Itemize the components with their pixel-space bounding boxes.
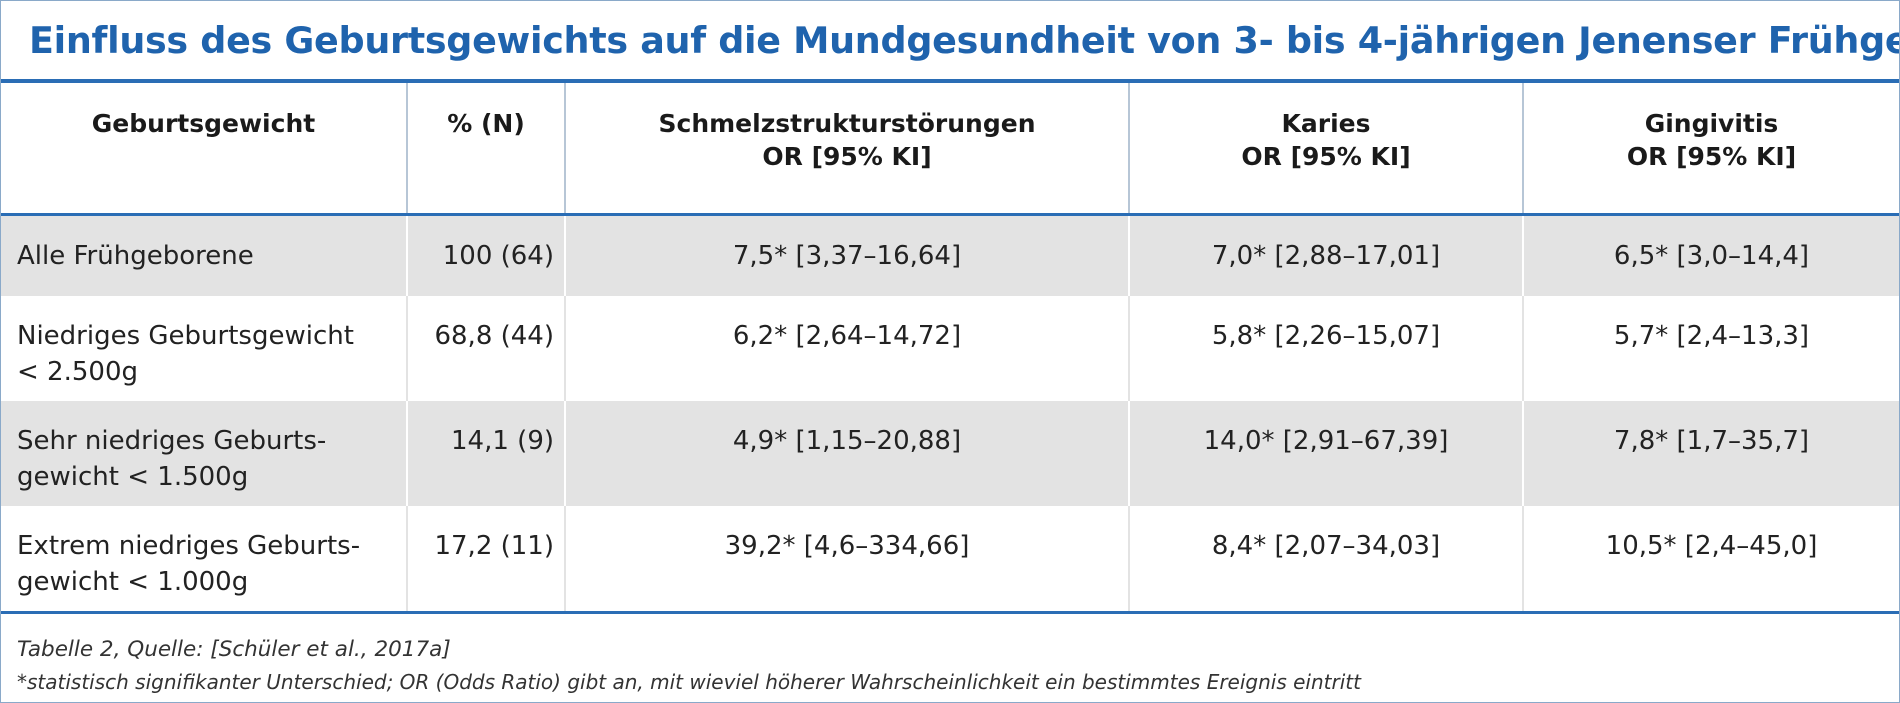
cell-percent-n: 100 (64) — [407, 214, 566, 296]
cell-karies: 5,8* [2,26–15,07] — [1129, 296, 1524, 401]
table-bottom-divider — [1, 611, 1899, 614]
column-header-sublabel: OR [95% KI] — [762, 142, 932, 171]
table-body: Alle Frühgeborene 100 (64) 7,5* [3,37–16… — [1, 214, 1899, 611]
cell-group-line1: Niedriges Geburtsgewicht — [17, 321, 354, 351]
cell-group: Extrem niedriges Geburts- gewicht < 1.00… — [1, 506, 408, 611]
column-header-sublabel: OR [95% KI] — [1626, 142, 1797, 171]
column-header-geburtsgewicht: Geburtsgewicht — [1, 83, 408, 215]
column-header-label: Schmelzstrukturstörungen — [658, 109, 1036, 138]
cell-group: Niedriges Geburtsgewicht < 2.500g — [1, 296, 408, 401]
cell-gingivitis: 7,8* [1,7–35,7] — [1523, 401, 1899, 506]
cell-group-line2: gewicht < 1.500g — [17, 462, 249, 492]
column-header-percent-n: % (N) — [407, 83, 566, 215]
column-header-sublabel: OR [95% KI] — [1241, 142, 1411, 171]
table-row: Sehr niedriges Geburts- gewicht < 1.500g… — [1, 401, 1899, 506]
column-header-schmelz: Schmelzstrukturstörungen OR [95% KI] — [565, 83, 1130, 215]
cell-schmelz: 7,5* [3,37–16,64] — [565, 214, 1130, 296]
cell-group-line1: Sehr niedriges Geburts- — [17, 426, 327, 456]
column-header-label: % (N) — [447, 109, 525, 138]
cell-schmelz: 39,2* [4,6–334,66] — [565, 506, 1130, 611]
table-row: Alle Frühgeborene 100 (64) 7,5* [3,37–16… — [1, 214, 1899, 296]
column-header-karies: Karies OR [95% KI] — [1129, 83, 1524, 215]
title-divider — [1, 79, 1899, 83]
cell-gingivitis: 10,5* [2,4–45,0] — [1523, 506, 1899, 611]
column-header-label: Gingivitis — [1644, 109, 1779, 138]
column-header-label: Karies — [1281, 109, 1371, 138]
cell-group-line1: Extrem niedriges Geburts- — [17, 531, 361, 561]
table-title: Einfluss des Geburtsgewichts auf die Mun… — [29, 18, 1900, 62]
table-footer: Tabelle 2, Quelle: [Schüler et al., 2017… — [1, 614, 1899, 698]
header-row: Geburtsgewicht % (N) Schmelzstrukturstör… — [1, 83, 1899, 215]
table-header: Geburtsgewicht % (N) Schmelzstrukturstör… — [1, 83, 1899, 215]
cell-gingivitis: 6,5* [3,0–14,4] — [1523, 214, 1899, 296]
cell-gingivitis: 5,7* [2,4–13,3] — [1523, 296, 1899, 401]
data-table: Geburtsgewicht % (N) Schmelzstrukturstör… — [1, 83, 1899, 611]
column-header-gingivitis: Gingivitis OR [95% KI] — [1523, 83, 1899, 215]
cell-group-line2: < 2.500g — [17, 357, 138, 387]
cell-group-line2: gewicht < 1.000g — [17, 567, 249, 597]
cell-percent-n: 14,1 (9) — [407, 401, 566, 506]
column-header-label: Geburtsgewicht — [91, 109, 316, 138]
cell-schmelz: 4,9* [1,15–20,88] — [565, 401, 1130, 506]
cell-karies: 8,4* [2,07–34,03] — [1129, 506, 1524, 611]
footer-source: Tabelle 2, Quelle: [Schüler et al., 2017… — [17, 637, 451, 662]
cell-group: Alle Frühgeborene — [1, 214, 408, 296]
table-row: Niedriges Geburtsgewicht < 2.500g 68,8 (… — [1, 296, 1899, 401]
cell-group: Sehr niedriges Geburts- gewicht < 1.500g — [1, 401, 408, 506]
cell-group-line1: Alle Frühgeborene — [17, 241, 254, 271]
cell-percent-n: 17,2 (11) — [407, 506, 566, 611]
table-row: Extrem niedriges Geburts- gewicht < 1.00… — [1, 506, 1899, 611]
cell-karies: 7,0* [2,88–17,01] — [1129, 214, 1524, 296]
footer-note: *statistisch signifikanter Unterschied; … — [17, 670, 1361, 694]
cell-schmelz: 6,2* [2,64–14,72] — [565, 296, 1130, 401]
cell-percent-n: 68,8 (44) — [407, 296, 566, 401]
cell-karies: 14,0* [2,91–67,39] — [1129, 401, 1524, 506]
